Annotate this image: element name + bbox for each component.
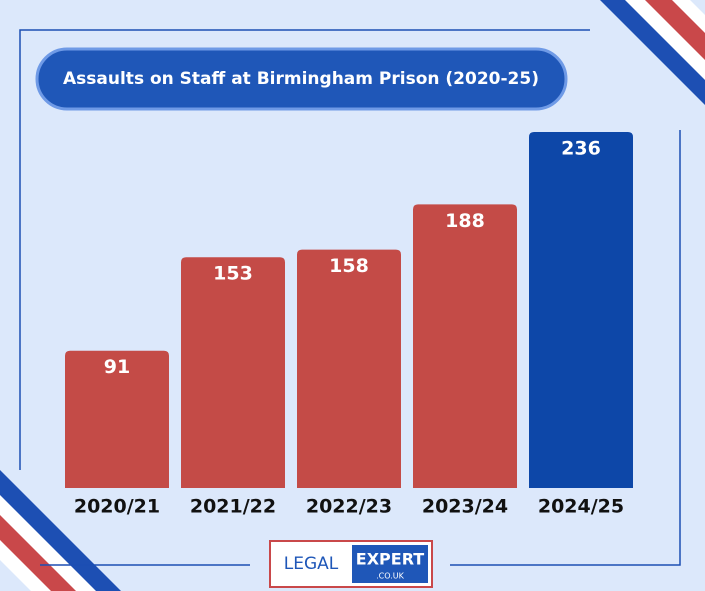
bar — [181, 257, 285, 488]
x-tick-label: 2020/21 — [74, 496, 160, 518]
logo-block — [352, 545, 428, 583]
logo-sub: .CO.UK — [376, 572, 405, 581]
bar — [65, 350, 169, 488]
value-label: 153 — [213, 263, 253, 285]
x-tick-label: 2023/24 — [422, 496, 508, 518]
bar — [529, 132, 633, 488]
logo-right: EXPERT — [356, 550, 425, 569]
value-label: 91 — [104, 356, 130, 378]
x-tick-label: 2024/25 — [538, 496, 624, 518]
value-label: 236 — [561, 138, 601, 160]
value-label: 188 — [445, 210, 485, 232]
chart-title: Assaults on Staff at Birmingham Prison (… — [63, 69, 539, 89]
x-tick-label: 2022/23 — [306, 496, 392, 518]
bar — [413, 204, 517, 488]
logo-left: LEGAL — [284, 554, 339, 574]
logo: LEGAL EXPERT .CO.UK — [269, 540, 433, 588]
title-pill — [35, 47, 568, 111]
bar — [297, 249, 401, 488]
x-tick-label: 2021/22 — [190, 496, 276, 518]
value-label: 158 — [329, 255, 369, 277]
frame — [19, 29, 681, 566]
